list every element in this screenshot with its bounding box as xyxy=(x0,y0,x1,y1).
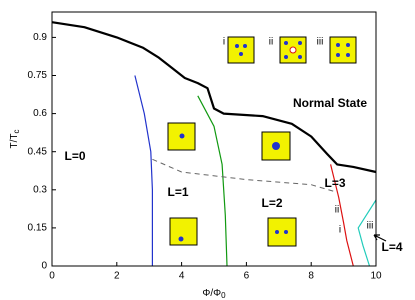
plot-frame xyxy=(51,11,377,267)
y-tick-label: 0.9 xyxy=(33,32,47,43)
annotation: Normal State xyxy=(293,96,367,110)
curve xyxy=(330,164,354,267)
annotation: ii xyxy=(269,37,273,48)
y-tick-label: 0 xyxy=(41,261,47,272)
y-tick-label: 0.6 xyxy=(33,108,47,119)
y-axis-label-sub: c xyxy=(12,130,21,134)
y-axis-label-main: T/T xyxy=(9,134,20,149)
y-tick-label: 0.3 xyxy=(33,184,47,195)
insets xyxy=(167,36,357,247)
y-tick-label: 0.15 xyxy=(28,223,48,234)
x-axis-label-sub: 0 xyxy=(221,291,226,300)
x-axis-label: Φ/Φ0 xyxy=(202,288,226,300)
annotation: i xyxy=(339,225,341,236)
y-tick-label: 0.45 xyxy=(28,146,48,157)
x-tick-label: 6 xyxy=(244,271,250,282)
annotation: iii xyxy=(367,221,374,232)
curve xyxy=(197,95,228,267)
inset xyxy=(329,36,357,64)
x-tick-label: 8 xyxy=(308,271,314,282)
x-tick-label: 0 xyxy=(49,271,55,282)
inset xyxy=(279,36,307,64)
annotation: L=4 xyxy=(381,240,402,254)
inset xyxy=(267,217,297,247)
x-tick-label: 2 xyxy=(114,271,120,282)
y-tick-label: 0.75 xyxy=(28,70,48,81)
x-tick-label: 10 xyxy=(370,271,382,282)
x-tick-label: 4 xyxy=(179,271,185,282)
x-axis-label-main: Φ/Φ xyxy=(202,288,221,299)
curve xyxy=(357,199,377,267)
annotation: L=1 xyxy=(167,185,188,199)
annotation: L=3 xyxy=(324,176,345,190)
annotation: ii xyxy=(335,205,339,216)
curve xyxy=(51,21,377,174)
y-axis-label: T/Tc xyxy=(9,130,21,149)
inset xyxy=(169,217,198,246)
curve xyxy=(152,158,338,193)
inset xyxy=(227,36,255,64)
annotation: L=0 xyxy=(64,149,85,163)
annotation: i xyxy=(223,37,225,48)
curve xyxy=(134,75,153,266)
annotation: L=2 xyxy=(261,196,282,210)
annotation: iii xyxy=(317,37,324,48)
